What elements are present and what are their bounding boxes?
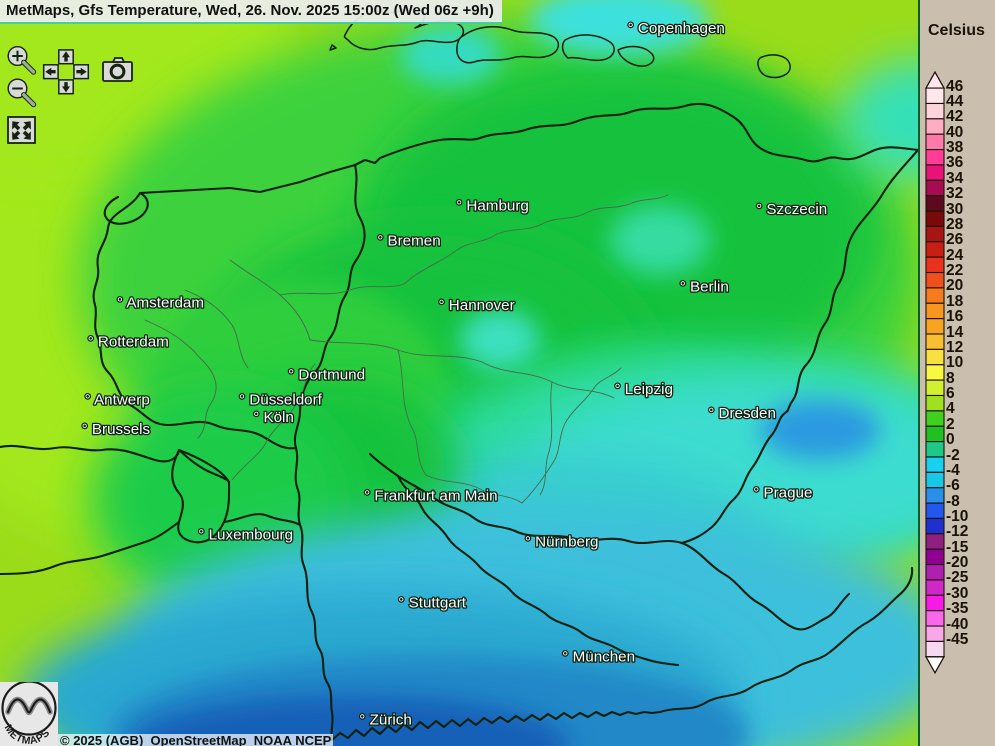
svg-text:° Zürich: ° Zürich [359, 711, 412, 728]
svg-text:° Dortmund: ° Dortmund [288, 367, 365, 384]
svg-text:° Luxembourg: ° Luxembourg [198, 527, 293, 544]
svg-text:° Dresden: ° Dresden [708, 405, 776, 422]
svg-text:° Copenhagen: ° Copenhagen [628, 20, 725, 37]
svg-text:° Hamburg: ° Hamburg [456, 197, 529, 214]
svg-text:° Rotterdam: ° Rotterdam [88, 334, 169, 351]
svg-text:° Stuttgart: ° Stuttgart [398, 594, 466, 611]
svg-text:° Hannover: ° Hannover [439, 297, 515, 314]
svg-text:° Leipzig: ° Leipzig [615, 381, 673, 398]
svg-text:° Nürnberg: ° Nürnberg [525, 534, 599, 551]
svg-text:° Bremen: ° Bremen [377, 233, 440, 250]
svg-text:° Frankfurt am Main: ° Frankfurt am Main [364, 487, 498, 504]
svg-text:° Brussels: ° Brussels [82, 421, 151, 438]
svg-text:° Köln: ° Köln [253, 409, 294, 426]
svg-text:° Prague: ° Prague [753, 484, 812, 501]
svg-text:° Szczecin: ° Szczecin [756, 201, 827, 218]
svg-text:° Düsseldorf: ° Düsseldorf [239, 391, 323, 408]
svg-text:° Amsterdam: ° Amsterdam [117, 294, 204, 311]
svg-text:° Antwerp: ° Antwerp [85, 391, 150, 408]
svg-text:° München: ° München [562, 648, 635, 665]
svg-text:° Berlin: ° Berlin [680, 279, 729, 296]
